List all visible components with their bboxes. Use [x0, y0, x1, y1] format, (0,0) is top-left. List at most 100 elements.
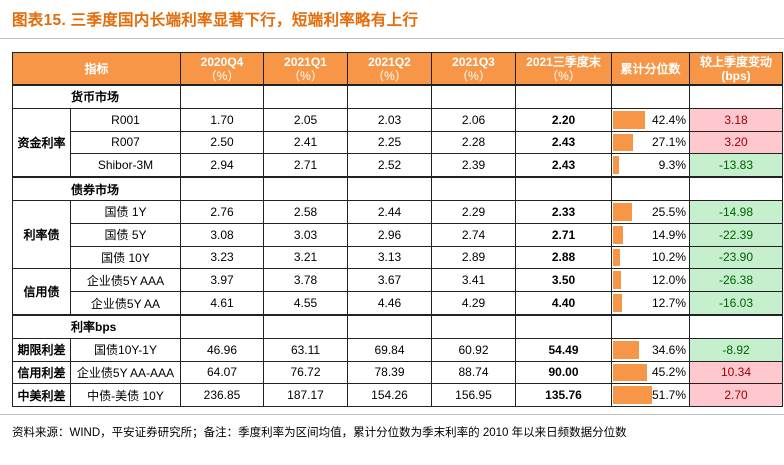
percentile-bar — [613, 386, 652, 405]
value-cell: 2.39 — [431, 153, 517, 178]
table-row: R007 2.50 2.41 2.25 2.28 2.43 27.1% 3.20 — [13, 130, 784, 155]
change-value: -13.83 — [689, 153, 784, 178]
empty-cell — [515, 83, 613, 109]
table-row: 利率债 国债 1Y 2.76 2.58 2.44 2.29 2.33 25.5% -14.98 — [12, 199, 784, 270]
value-cell: 2.52 — [347, 153, 433, 178]
empty-cell — [431, 83, 517, 109]
value-cell: 3.08 — [180, 222, 265, 247]
change-value: -14.98 — [689, 199, 784, 224]
value-cell: 2.74 — [431, 222, 517, 247]
value-cell: 2.44 — [347, 199, 433, 224]
value-cell: 2.94 — [180, 153, 265, 178]
value-cell: 156.95 — [431, 383, 517, 408]
value-cell: 2.96 — [347, 222, 433, 247]
value-cell: 78.39 — [347, 360, 433, 385]
indicator-label: 国债 1Y — [69, 199, 182, 224]
figure-title: 图表15. 三季度国内长端利率显著下行，短端利率略有上行 — [12, 12, 419, 29]
indicator-label: 中债-美债 10Y — [69, 383, 182, 408]
value-cell: 60.92 — [431, 337, 517, 362]
value-cell: 3.41 — [431, 268, 517, 293]
value-cell: 63.11 — [263, 337, 349, 362]
footnote-divider — [0, 414, 784, 415]
group-label: 信用债 — [12, 268, 71, 316]
empty-cell — [347, 176, 433, 201]
value-cell: 1.70 — [180, 107, 265, 132]
percentile-cell: 42.4% — [611, 107, 691, 132]
quarter-end-value: 2.88 — [515, 245, 613, 270]
value-cell: 64.07 — [180, 360, 265, 385]
value-cell: 2.05 — [263, 107, 349, 132]
quarter-end-value: 4.40 — [515, 291, 613, 316]
percentile-value: 12.7% — [651, 296, 687, 311]
quarter-end-value: 54.49 — [515, 337, 613, 362]
change-value: -16.03 — [689, 291, 784, 316]
percentile-cell: 25.5% — [611, 199, 691, 224]
group-label: 期限利差 — [12, 337, 71, 362]
percentile-cell: 12.0% — [611, 268, 691, 293]
empty-cell — [611, 313, 691, 339]
percentile-bar — [613, 202, 632, 221]
value-cell: 2.29 — [431, 199, 517, 224]
header-2021q1: 2021Q1 （%） — [263, 52, 349, 86]
quarter-end-value: 2.43 — [515, 153, 613, 178]
empty-cell — [263, 176, 349, 201]
value-cell: 3.78 — [263, 268, 349, 293]
value-cell: 154.26 — [347, 383, 433, 408]
footnote: 资料来源：WIND，平安证券研究所；备注：季度利率为区间均值，累计分位数为季末利… — [12, 427, 627, 439]
change-value: 10.34 — [689, 360, 784, 385]
empty-cell — [689, 176, 784, 201]
value-cell: 2.03 — [347, 107, 433, 132]
header-change: 较上季度变动 (bps) — [689, 52, 784, 86]
value-cell: 3.67 — [347, 268, 433, 293]
indicator-label: 企业债5Y AA-AAA — [69, 360, 182, 385]
empty-cell — [431, 313, 517, 339]
percentile-cell: 12.7% — [611, 291, 691, 316]
header-2021q2: 2021Q2 （%） — [347, 52, 433, 86]
header-row: 指标 2020Q4 （%） 2021Q1 （%） 2021Q2 （%） 2021Q3 （… — [11, 52, 784, 86]
percentile-bar — [613, 248, 620, 267]
quarter-end-value: 2.33 — [515, 199, 613, 224]
percentile-value: 12.0% — [651, 273, 687, 288]
value-cell: 2.89 — [431, 245, 517, 270]
table-row: 信用利差 企业债5Y AA-AAA 64.07 76.72 78.39 88.74 90.0… — [12, 360, 784, 385]
empty-cell — [515, 313, 613, 339]
empty-cell — [515, 176, 613, 201]
indicator-label: R007 — [69, 130, 182, 155]
quarter-end-value: 2.71 — [515, 222, 613, 247]
value-cell: 69.84 — [347, 337, 433, 362]
section-row: 债券市场 — [11, 176, 784, 201]
percentile-bar — [613, 294, 622, 312]
value-cell: 46.96 — [180, 337, 265, 362]
percentile-cell: 51.7% — [611, 383, 691, 408]
empty-cell — [347, 313, 433, 339]
value-cell: 187.17 — [263, 383, 349, 408]
empty-cell — [263, 83, 349, 109]
change-value: -23.90 — [689, 245, 784, 270]
indicator-label: 国债 5Y — [69, 222, 182, 247]
empty-cell — [611, 176, 691, 201]
empty-cell — [611, 83, 691, 109]
percentile-cell: 14.9% — [611, 222, 691, 247]
value-cell: 2.58 — [263, 199, 349, 224]
table-row: 国债 5Y 3.08 3.03 2.96 2.74 2.71 14.9% -22.39 — [13, 222, 784, 247]
indicator-label: 国债 10Y — [69, 245, 182, 270]
indicator-label: R001 — [69, 107, 182, 132]
quarter-end-value: 3.50 — [515, 268, 613, 293]
change-value: 2.70 — [689, 383, 784, 408]
empty-cell — [689, 313, 784, 339]
section-row: 利率bps — [11, 313, 784, 339]
empty-cell — [431, 176, 517, 201]
title-divider — [0, 38, 784, 39]
rates-table: 指标 2020Q4 （%） 2021Q1 （%） 2021Q2 （%） 2021Q3 （… — [11, 52, 784, 408]
table-row: 资金利率 R001 1.70 2.05 2.03 2.06 2.20 42.4% 3.18 — [12, 107, 784, 178]
value-cell: 2.28 — [431, 130, 517, 155]
group-label: 资金利率 — [12, 107, 71, 178]
percentile-bar — [613, 110, 645, 129]
table-row: 企业债5Y AA 4.61 4.55 4.46 4.29 4.40 12.7% -16.03 — [13, 291, 784, 316]
change-value: -8.92 — [689, 337, 784, 362]
indicator-label: 国债10Y-1Y — [69, 337, 182, 362]
table-row: 期限利差 国债10Y-1Y 46.96 63.11 69.84 60.92 54.49 34.… — [12, 337, 784, 362]
percentile-cell: 10.2% — [611, 245, 691, 270]
percentile-value: 45.2% — [651, 365, 687, 380]
empty-cell — [347, 83, 433, 109]
